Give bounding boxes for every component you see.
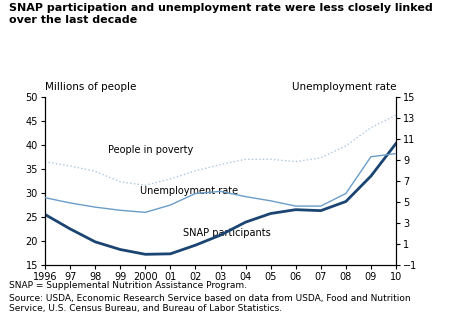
Text: People in poverty: People in poverty bbox=[108, 145, 193, 155]
Text: Source: USDA, Economic Research Service based on data from USDA, Food and Nutrit: Source: USDA, Economic Research Service … bbox=[9, 294, 410, 313]
Text: Millions of people: Millions of people bbox=[45, 82, 136, 92]
Text: SNAP participants: SNAP participants bbox=[183, 228, 270, 238]
Text: SNAP = Supplemental Nutrition Assistance Program.: SNAP = Supplemental Nutrition Assistance… bbox=[9, 281, 247, 290]
Text: Unemployment rate: Unemployment rate bbox=[292, 82, 396, 92]
Text: Unemployment rate: Unemployment rate bbox=[140, 186, 238, 196]
Text: SNAP participation and unemployment rate were less closely linked
over the last : SNAP participation and unemployment rate… bbox=[9, 3, 433, 25]
